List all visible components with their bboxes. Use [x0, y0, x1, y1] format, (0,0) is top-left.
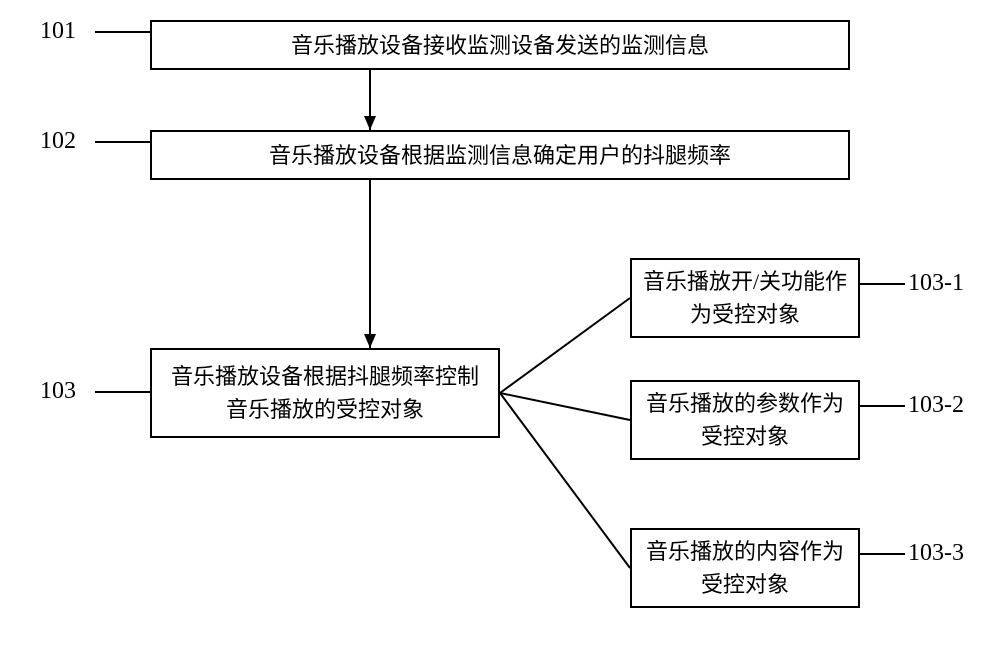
- step-103-1-box: 音乐播放开/关功能作为受控对象: [630, 258, 860, 338]
- step-101-box: 音乐播放设备接收监测设备发送的监测信息: [150, 20, 850, 70]
- label-103-1: 103-1: [908, 270, 964, 297]
- step-101-text: 音乐播放设备接收监测设备发送的监测信息: [291, 29, 709, 62]
- label-103: 103: [40, 378, 76, 405]
- label-102: 102: [40, 128, 76, 155]
- step-103-box: 音乐播放设备根据抖腿频率控制音乐播放的受控对象: [150, 348, 500, 438]
- diagram-canvas: 音乐播放设备接收监测设备发送的监测信息 音乐播放设备根据监测信息确定用户的抖腿频…: [0, 0, 1000, 649]
- step-102-text: 音乐播放设备根据监测信息确定用户的抖腿频率: [269, 139, 731, 172]
- label-103-3: 103-3: [908, 540, 964, 567]
- label-101: 101: [40, 18, 76, 45]
- step-102-box: 音乐播放设备根据监测信息确定用户的抖腿频率: [150, 130, 850, 180]
- label-103-2: 103-2: [908, 392, 964, 419]
- step-103-1-text: 音乐播放开/关功能作为受控对象: [642, 265, 848, 331]
- step-103-3-text: 音乐播放的内容作为受控对象: [642, 535, 848, 601]
- step-103-2-box: 音乐播放的参数作为受控对象: [630, 380, 860, 460]
- step-103-2-text: 音乐播放的参数作为受控对象: [642, 387, 848, 453]
- step-103-3-box: 音乐播放的内容作为受控对象: [630, 528, 860, 608]
- step-103-text: 音乐播放设备根据抖腿频率控制音乐播放的受控对象: [162, 360, 488, 426]
